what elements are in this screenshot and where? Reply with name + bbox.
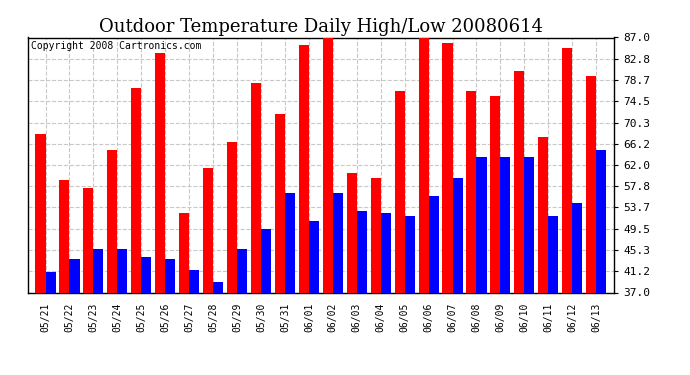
Bar bbox=[381, 213, 391, 292]
Bar bbox=[371, 178, 381, 292]
Bar bbox=[346, 172, 357, 292]
Bar bbox=[59, 180, 70, 292]
Bar bbox=[203, 168, 213, 292]
Bar bbox=[514, 70, 524, 292]
Bar bbox=[93, 249, 104, 292]
Bar bbox=[428, 196, 439, 292]
Bar bbox=[309, 221, 319, 292]
Bar bbox=[586, 76, 596, 292]
Bar bbox=[333, 193, 343, 292]
Bar bbox=[491, 96, 500, 292]
Bar bbox=[442, 43, 453, 292]
Bar bbox=[299, 45, 309, 292]
Bar bbox=[261, 229, 271, 292]
Bar bbox=[524, 158, 534, 292]
Bar bbox=[155, 53, 165, 292]
Bar bbox=[323, 38, 333, 292]
Bar bbox=[227, 142, 237, 292]
Bar bbox=[596, 150, 607, 292]
Bar bbox=[237, 249, 247, 292]
Bar bbox=[35, 134, 46, 292]
Bar bbox=[213, 282, 223, 292]
Bar bbox=[46, 272, 56, 292]
Bar bbox=[189, 270, 199, 292]
Bar bbox=[477, 158, 486, 292]
Bar bbox=[453, 178, 462, 292]
Bar bbox=[251, 83, 261, 292]
Bar bbox=[70, 260, 79, 292]
Bar bbox=[395, 91, 404, 292]
Bar bbox=[357, 211, 367, 292]
Bar bbox=[562, 48, 572, 292]
Bar bbox=[83, 188, 93, 292]
Bar bbox=[179, 213, 189, 292]
Bar bbox=[117, 249, 128, 292]
Text: Copyright 2008 Cartronics.com: Copyright 2008 Cartronics.com bbox=[30, 41, 201, 51]
Bar bbox=[419, 35, 428, 292]
Bar bbox=[108, 150, 117, 292]
Bar bbox=[538, 137, 549, 292]
Bar bbox=[285, 193, 295, 292]
Bar bbox=[141, 257, 151, 292]
Title: Outdoor Temperature Daily High/Low 20080614: Outdoor Temperature Daily High/Low 20080… bbox=[99, 18, 543, 36]
Bar bbox=[275, 114, 285, 292]
Bar bbox=[549, 216, 558, 292]
Bar bbox=[572, 203, 582, 292]
Bar bbox=[165, 260, 175, 292]
Bar bbox=[466, 91, 477, 292]
Bar bbox=[500, 158, 511, 292]
Bar bbox=[404, 216, 415, 292]
Bar bbox=[131, 88, 141, 292]
